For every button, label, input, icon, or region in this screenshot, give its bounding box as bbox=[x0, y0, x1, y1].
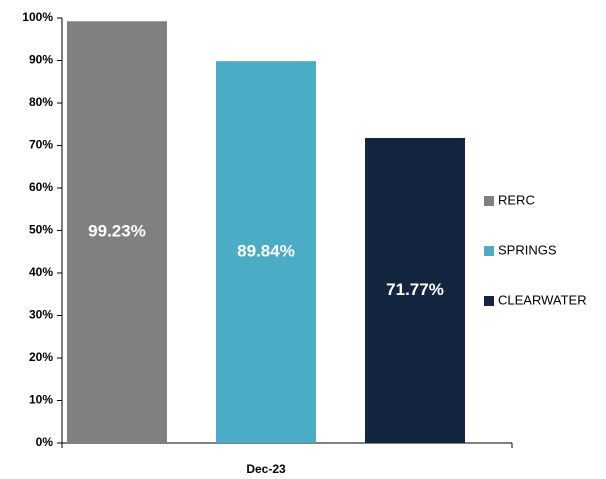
y-tick-label: 80% bbox=[29, 95, 53, 109]
legend-label: SPRINGS bbox=[498, 242, 557, 257]
value-label: 71.77% bbox=[386, 280, 444, 299]
y-tick-label: 100% bbox=[22, 10, 53, 24]
y-tick-label: 20% bbox=[29, 350, 53, 364]
y-tick-label: 50% bbox=[29, 223, 53, 237]
y-tick-label: 0% bbox=[36, 435, 54, 449]
legend-swatch bbox=[484, 246, 494, 256]
x-tick-label: Dec-23 bbox=[246, 462, 286, 476]
bar bbox=[67, 21, 167, 444]
legend-swatch bbox=[484, 296, 494, 306]
value-label: 89.84% bbox=[237, 242, 295, 261]
y-tick-label: 40% bbox=[29, 265, 53, 279]
value-label: 99.23% bbox=[88, 222, 146, 241]
y-tick-label: 30% bbox=[29, 308, 53, 322]
legend-swatch bbox=[484, 196, 494, 206]
legend-label: CLEARWATER bbox=[498, 292, 587, 307]
y-tick-label: 10% bbox=[29, 393, 53, 407]
y-tick-label: 90% bbox=[29, 53, 53, 67]
bar bbox=[365, 137, 465, 444]
y-tick-label: 70% bbox=[29, 138, 53, 152]
legend-label: RERC bbox=[498, 192, 535, 207]
bar bbox=[216, 61, 316, 444]
y-tick-label: 60% bbox=[29, 180, 53, 194]
